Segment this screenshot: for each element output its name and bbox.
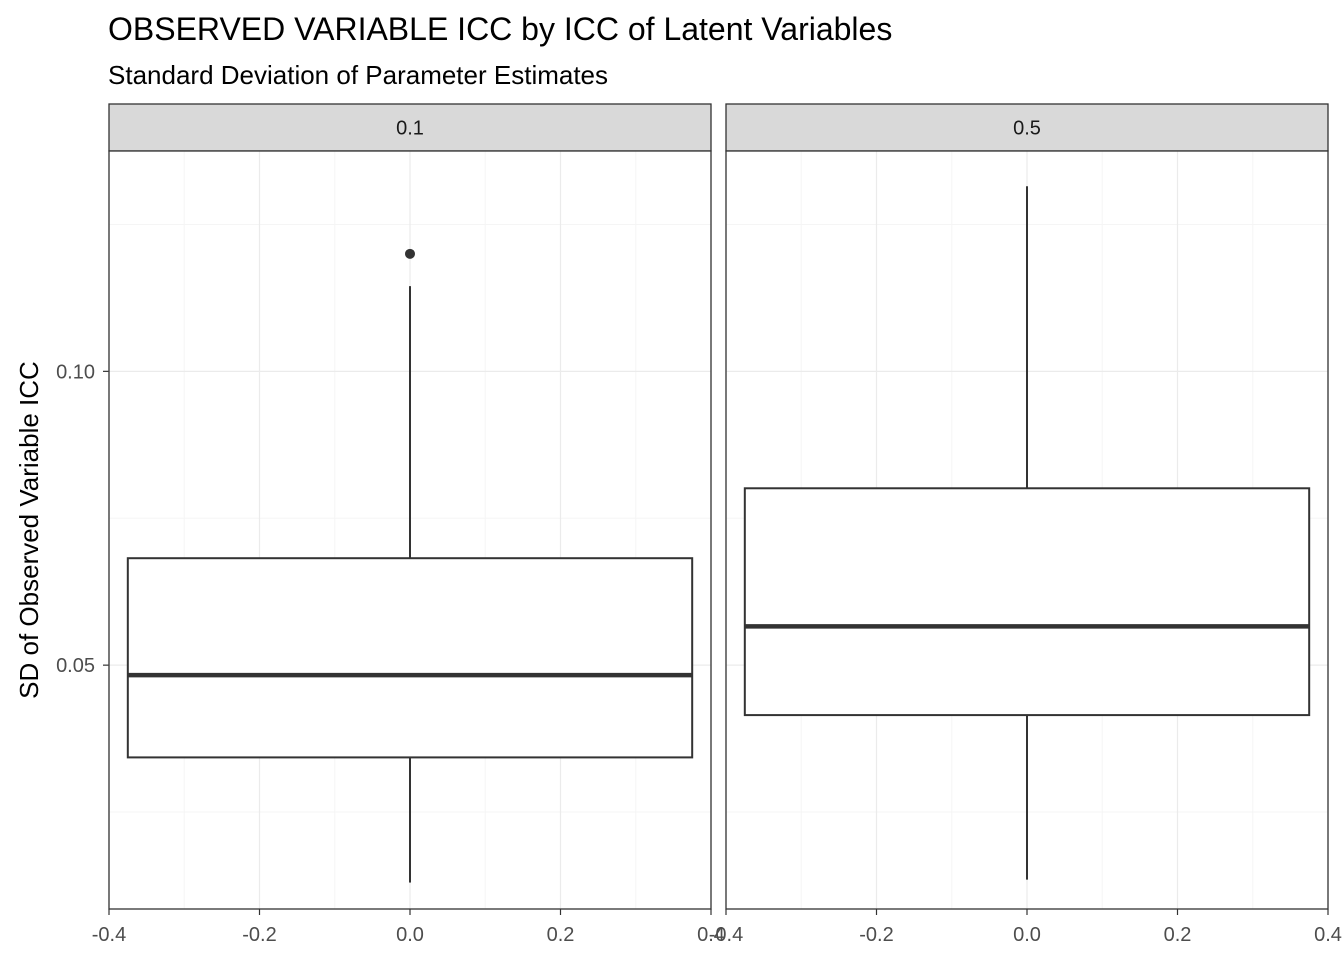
box-iqr — [126, 557, 694, 759]
box-iqr — [743, 487, 1311, 717]
x-tick-label: 0.4 — [1314, 924, 1342, 946]
x-tick-label: 0.4 — [697, 924, 725, 946]
x-tick-label: 0.2 — [1164, 924, 1192, 946]
facet-panels: 0.050.100.1-0.4 -0.2 0.0 0.2 0.40.5-0.4 -0.2 0… — [56, 103, 1342, 946]
x-tick-label: -0.2 — [859, 924, 893, 946]
facet-strip — [725, 103, 1329, 152]
chart-title: OBSERVED VARIABLE ICC by ICC of Latent V… — [108, 11, 892, 47]
facet-strip-label: 0.5 — [1013, 118, 1041, 140]
y-axis-label: SD of Observed Variable ICC — [14, 361, 44, 699]
facet-strip — [108, 103, 712, 152]
outlier-point — [405, 248, 415, 259]
x-tick-label: 0.2 — [547, 924, 575, 946]
facet-panel-0.5: 0.5 -0.4 -0.2 0.0 0.2 0.4 — [709, 103, 1342, 946]
x-tick-label: -0.4 — [709, 924, 743, 946]
facet-strip-label: 0.1 — [396, 118, 424, 140]
x-tick-label: -0.2 — [242, 924, 276, 946]
x-tick-label: 0.0 — [396, 924, 424, 946]
x-tick-label: -0.4 — [92, 924, 126, 946]
y-tick-label: 0.10 — [56, 361, 95, 383]
y-tick-label: 0.05 — [56, 655, 95, 677]
x-tick-label: 0.0 — [1013, 924, 1041, 946]
chart-subtitle: Standard Deviation of Parameter Estimate… — [108, 60, 608, 90]
facet-panel-0.1: 0.1 -0.4 -0.2 0.0 0.2 0.4 — [92, 103, 725, 946]
